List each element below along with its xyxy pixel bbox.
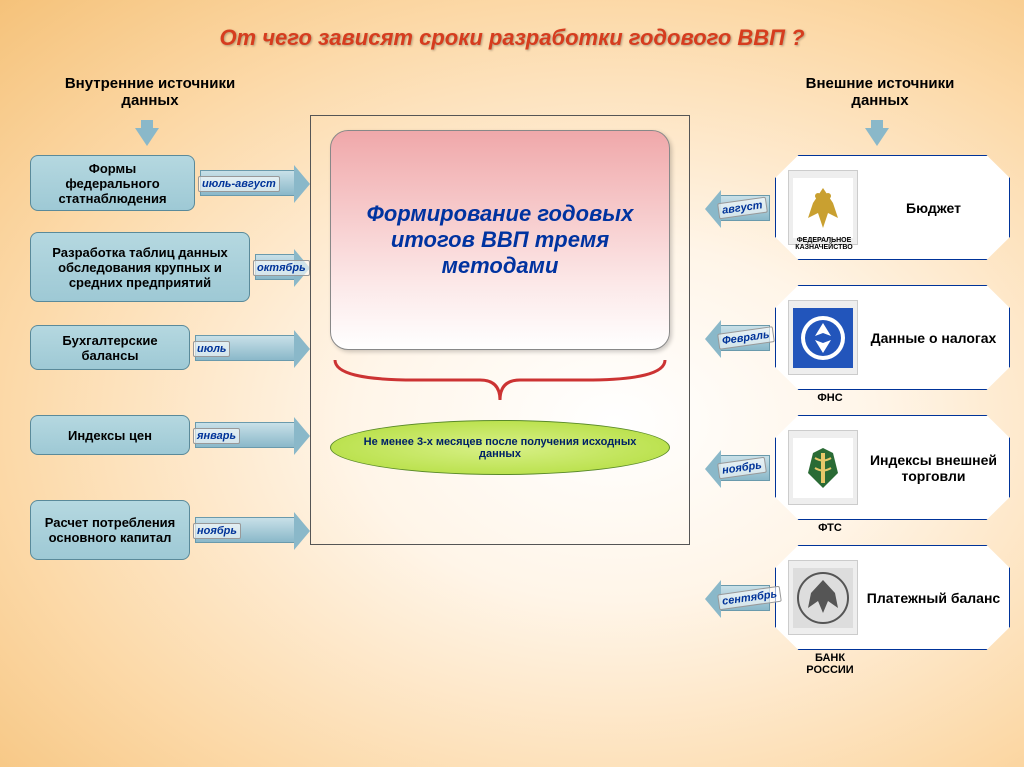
agency-sublabel: ФЕДЕРАЛЬНОЕ КАЗНАЧЕЙСТВО	[788, 237, 860, 251]
agency-sublabel: ФНС	[800, 392, 860, 404]
octagon-label: Индексы внешней торговли	[858, 452, 1009, 484]
curly-brace-icon	[330, 355, 670, 405]
left-source-box: Разработка таблиц данных обследования кр…	[30, 232, 250, 302]
left-source-box: Формы федерального статнаблюдения	[30, 155, 195, 211]
month-label: ноябрь	[193, 523, 241, 539]
arrow-down-icon	[135, 128, 159, 146]
right-source-octagon: Платежный баланс	[775, 545, 1010, 650]
month-label: июль	[193, 341, 230, 357]
right-source-octagon: Данные о налогах	[775, 285, 1010, 390]
month-label: июль-август	[198, 176, 280, 192]
center-main-box: Формирование годовых итогов ВВП тремя ме…	[330, 130, 670, 350]
page-title: От чего зависят сроки разработки годовог…	[219, 25, 804, 51]
right-section-header: Внешние источники данных	[790, 75, 970, 109]
arrow-down-icon	[865, 128, 889, 146]
agency-emblem-icon	[788, 560, 858, 635]
agency-emblem-icon	[788, 430, 858, 505]
month-label: январь	[193, 428, 240, 444]
octagon-label: Бюджет	[858, 200, 1009, 216]
left-source-box: Индексы цен	[30, 415, 190, 455]
month-label: октябрь	[253, 260, 310, 276]
left-section-header: Внутренние источники данных	[60, 75, 240, 109]
agency-emblem-icon	[788, 300, 858, 375]
left-source-box: Расчет потребления основного капитал	[30, 500, 190, 560]
agency-sublabel: БАНК РОССИИ	[800, 652, 860, 676]
right-source-octagon: Индексы внешней торговли	[775, 415, 1010, 520]
left-source-box: Бухгалтерские балансы	[30, 325, 190, 370]
agency-emblem-icon	[788, 170, 858, 245]
center-note-oval: Не менее 3-х месяцев после получения исх…	[330, 420, 670, 475]
agency-sublabel: ФТС	[800, 522, 860, 534]
octagon-label: Платежный баланс	[858, 590, 1009, 606]
octagon-label: Данные о налогах	[858, 330, 1009, 346]
